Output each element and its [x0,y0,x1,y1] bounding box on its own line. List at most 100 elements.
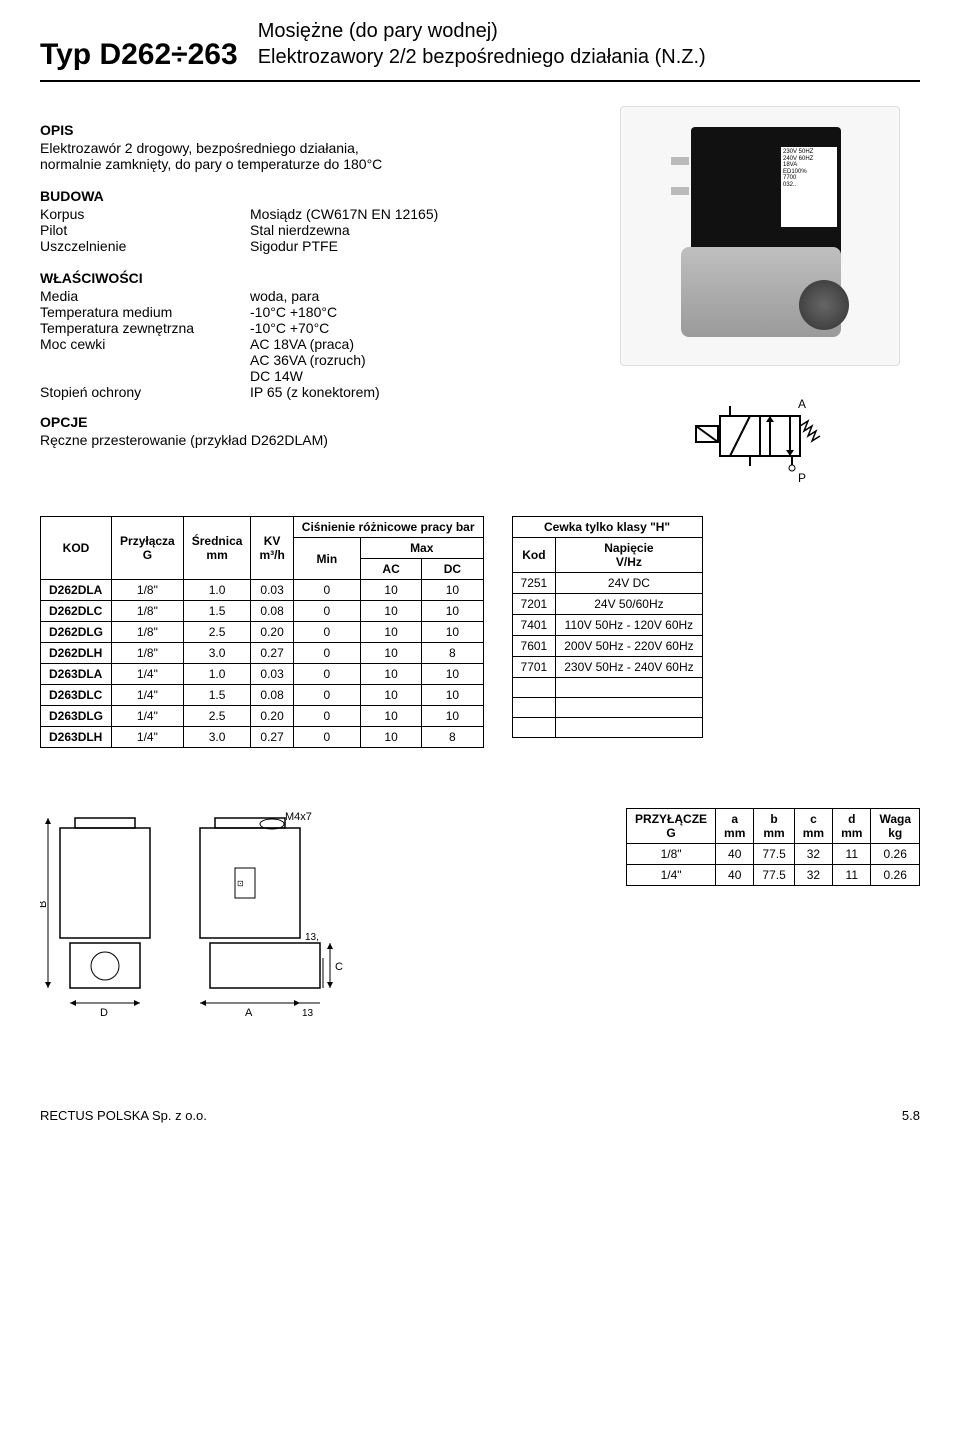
opcje-text-val: Ręczne przesterowanie (przykład D262DLAM… [40,432,328,448]
table-row: D262DLG1/8"2.50.2001010 [41,622,484,643]
spec-val: Mosiądz (CW617N EN 12165) [250,206,570,222]
spec-row: AC 36VA (rozruch) [40,352,570,368]
table-cell: 0.03 [251,580,293,601]
coil-table: Cewka tylko klasy "H" Kod Napięcie V/Hz … [512,516,703,738]
col-przyl: Przyłącza G [112,517,184,580]
table-cell: 10 [360,622,421,643]
table-cell: 10 [360,706,421,727]
table-row [512,718,702,738]
table-cell [556,718,702,738]
dim-c-label: C [335,961,343,973]
table-cell: 0.26 [871,844,920,865]
table-cell: 0 [293,664,360,685]
dim-13p-label: 13, [305,932,319,943]
budowa-label: BUDOWA [40,188,570,204]
conn-d: d mm [833,809,871,844]
table-row: 1/4"4077.532110.26 [627,865,920,886]
table-cell: 0.03 [251,664,293,685]
col-min: Min [293,538,360,580]
conn-c: c mm [794,809,832,844]
table-cell: D263DLH [41,727,112,748]
page-subtitle: Mosiężne (do pary wodnej) Elektrozawory … [258,18,706,70]
dim-13-label: 13 [302,1008,314,1019]
col-ac: AC [360,559,421,580]
col-max: Max [360,538,483,559]
table-cell: 0 [293,685,360,706]
table-row [512,698,702,718]
page-title: Typ D262÷263 [40,38,238,72]
coil-kod: Kod [512,538,556,573]
coil-sticker: 230V 50HZ 240V 60HZ 18VA ED100% 7700 032… [781,147,837,227]
table-cell: 0 [293,727,360,748]
spec-val: Stal nierdzewna [250,222,570,238]
table-cell: 24V DC [556,573,702,594]
table-cell: 8 [422,643,483,664]
dim-m4x7-label: M4x7 [285,811,312,823]
spec-key: Media [40,288,250,304]
table-cell: 10 [422,706,483,727]
table-cell: D262DLG [41,622,112,643]
table-cell: 0.27 [251,643,293,664]
spec-key [40,368,250,384]
table-cell: 0.20 [251,622,293,643]
header-divider [40,80,920,82]
spec-row: Stopień ochronyIP 65 (z konektorem) [40,384,570,400]
table-cell: 0.27 [251,727,293,748]
col-dc: DC [422,559,483,580]
table-cell: 40 [716,865,754,886]
conn-przyl: PRZYŁĄCZE G [627,809,716,844]
table-cell: 11 [833,844,871,865]
table-cell: 1.0 [183,580,251,601]
spec-key: Pilot [40,222,250,238]
table-row: 7701230V 50Hz - 240V 60Hz [512,657,702,678]
table-row: D263DLC1/4"1.50.0801010 [41,685,484,706]
table-row: D263DLA1/4"1.00.0301010 [41,664,484,685]
table-row: 7401110V 50Hz - 120V 60Hz [512,615,702,636]
table-cell: 24V 50/60Hz [556,594,702,615]
table-cell: 1/8" [627,844,716,865]
table-cell: 10 [360,685,421,706]
conn-a: a mm [716,809,754,844]
table-row: 7601200V 50Hz - 220V 60Hz [512,636,702,657]
opis-text1: Elektrozawór 2 drogowy, bezpośredniego d… [40,140,570,156]
table-cell: 2.5 [183,706,251,727]
table-cell: 1.5 [183,685,251,706]
opis-text2: normalnie zamknięty, do pary o temperatu… [40,156,570,172]
table-cell [556,698,702,718]
table-cell: 0.08 [251,601,293,622]
table-cell: 7201 [512,594,556,615]
table-cell: D263DLA [41,664,112,685]
table-cell: D262DLA [41,580,112,601]
coil-shape: 230V 50HZ 240V 60HZ 18VA ED100% 7700 032… [691,127,841,257]
spec-key [40,352,250,368]
connection-table: PRZYŁĄCZE G a mm b mm c mm d mm Waga kg … [626,808,920,886]
spec-column: OPIS Elektrozawór 2 drogowy, bezpośredni… [40,106,570,486]
dim-a-label: A [245,1007,253,1019]
spec-key: Stopień ochrony [40,384,250,400]
table-row: 720124V 50/60Hz [512,594,702,615]
table-cell: D263DLG [41,706,112,727]
col-kod: KOD [41,517,112,580]
table-cell: 7601 [512,636,556,657]
table-cell: 0 [293,601,360,622]
table-row: D263DLG1/4"2.50.2001010 [41,706,484,727]
opcje-label: OPCJE [40,414,570,430]
spec-key: Temperatura zewnętrzna [40,320,250,336]
symbol-port-a: A [798,397,806,411]
spec-row: PilotStal nierdzewna [40,222,570,238]
spec-row: Temperatura medium-10°C +180°C [40,304,570,320]
table-cell: 10 [360,601,421,622]
table-cell: 10 [422,601,483,622]
dim-b-label: B [40,901,49,908]
pin-icon [671,157,689,165]
spec-key: Korpus [40,206,250,222]
table-cell: 1/4" [627,865,716,886]
dim-d-label: D [100,1007,108,1019]
dimension-drawing: B D M4x7 ⊡ C 13, A 13 [40,808,360,1028]
spec-val: DC 14W [250,368,570,384]
table-cell [512,718,556,738]
opis-label: OPIS [40,122,570,138]
spec-val: -10°C +70°C [250,320,570,336]
table-cell: 32 [794,865,832,886]
table-cell: 1.0 [183,664,251,685]
